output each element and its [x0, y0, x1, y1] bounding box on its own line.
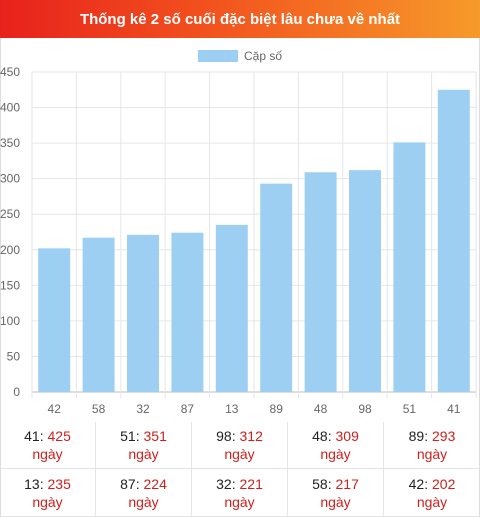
stat-unit: ngày [32, 446, 63, 462]
stat-unit: ngày [128, 493, 159, 510]
stat-unit: ngày [320, 446, 351, 462]
stat-cell: 42: 202 ngày [384, 469, 480, 517]
bar-58 [82, 237, 115, 392]
stat-cell: 87: 224 ngày [96, 469, 192, 517]
y-tick-label: 250 [0, 207, 20, 221]
stat-unit: ngày [416, 493, 448, 510]
bar-98 [349, 170, 381, 392]
stat-number: 51 [120, 428, 136, 444]
x-tick-label: 89 [270, 402, 284, 416]
stat-unit: ngày [128, 446, 159, 462]
stat-days: 202 [432, 475, 456, 492]
y-tick-label: 400 [0, 101, 20, 115]
stat-cell: 13: 235 ngày [0, 469, 96, 517]
stat-number: 13 [24, 475, 40, 492]
stat-number: 89 [408, 428, 425, 444]
stat-number: 41 [24, 428, 40, 444]
stat-cell: 98: 312 ngày [192, 422, 288, 469]
x-tick-label: 48 [314, 402, 328, 416]
stat-days: 309 [335, 428, 359, 444]
stat-days: 351 [143, 428, 167, 444]
legend-swatch [198, 50, 238, 62]
stat-cell: 32: 221 ngày [192, 469, 288, 517]
stat-days: 312 [239, 428, 263, 444]
x-tick-label: 51 [403, 402, 417, 416]
stat-cell: 41: 425 ngày [0, 422, 96, 469]
bar-48 [304, 172, 337, 392]
stat-number: 32 [216, 475, 232, 492]
bar-89 [260, 183, 293, 392]
x-tick-label: 58 [92, 402, 106, 416]
stat-number: 58 [312, 475, 328, 492]
x-tick-label: 41 [447, 402, 461, 416]
x-tick-label: 98 [358, 402, 372, 416]
stat-cell: 48: 309 ngày [288, 422, 384, 469]
stat-number: 98 [216, 428, 232, 444]
stat-number: 87 [120, 475, 136, 492]
y-tick-label: 450 [0, 65, 20, 79]
stat-days: 293 [432, 428, 456, 444]
stats-grid: 41: 425 ngày 51: 351 ngày 98: 312 ngày 4… [0, 422, 480, 517]
stat-unit: ngày [416, 446, 448, 462]
y-tick-label: 100 [0, 314, 20, 328]
y-tick-label: 350 [0, 136, 20, 150]
bar-chart: 0 50 100 150 200 250 300 350 400 450 42 58 32 87 13 89 4… [0, 49, 477, 416]
bar-41 [437, 89, 470, 393]
y-tick-label: 200 [0, 243, 20, 257]
stat-number: 42 [408, 475, 425, 492]
stat-unit: ngày [320, 493, 351, 510]
bar-32 [127, 234, 159, 392]
stat-days: 221 [239, 475, 263, 492]
legend-label: Cặp số [244, 49, 282, 63]
stat-unit: ngày [32, 493, 63, 510]
x-tick-label: 32 [136, 402, 150, 416]
stat-cell: 89: 293 ngày [384, 422, 480, 469]
y-tick-label: 150 [0, 278, 20, 292]
y-tick-label: 300 [0, 172, 20, 186]
stat-unit: ngày [224, 493, 255, 510]
x-tick-label: 13 [225, 402, 239, 416]
chart-title-banner: Thống kê 2 số cuối đặc biệt lâu chưa về … [0, 0, 480, 38]
y-tick-label: 0 [13, 385, 20, 399]
y-tick-label: 50 [7, 349, 21, 363]
stat-days: 217 [335, 475, 359, 492]
bar-87 [171, 232, 204, 392]
x-tick-label: 42 [48, 402, 62, 416]
stat-number: 48 [312, 428, 328, 444]
stat-unit: ngày [224, 446, 255, 462]
stat-days: 425 [47, 428, 71, 444]
stat-days: 224 [143, 475, 167, 492]
bar-13 [215, 224, 248, 392]
stat-cell: 58: 217 ngày [288, 469, 384, 517]
bar-51 [393, 142, 426, 392]
x-tick-label: 87 [181, 402, 195, 416]
stat-days: 235 [47, 475, 71, 492]
bar-42 [38, 248, 71, 392]
page-title: Thống kê 2 số cuối đặc biệt lâu chưa về … [79, 10, 401, 28]
stat-cell: 51: 351 ngày [96, 422, 192, 469]
